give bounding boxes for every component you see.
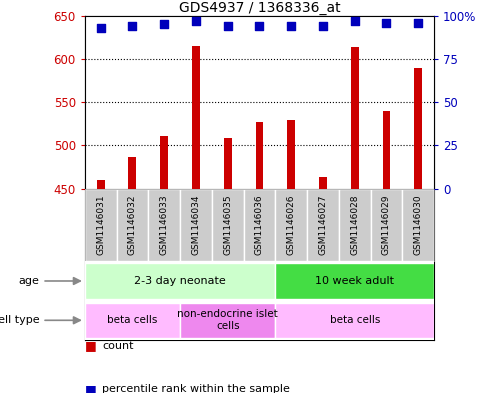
Text: 10 week adult: 10 week adult xyxy=(315,276,394,286)
Bar xyxy=(212,189,244,261)
Point xyxy=(255,23,263,29)
Text: GSM1146036: GSM1146036 xyxy=(255,195,264,255)
Bar xyxy=(129,157,136,189)
Text: ■: ■ xyxy=(85,382,97,393)
Bar xyxy=(402,189,434,261)
Text: 2-3 day neonate: 2-3 day neonate xyxy=(134,276,226,286)
Bar xyxy=(255,122,263,189)
Text: GSM1146028: GSM1146028 xyxy=(350,195,359,255)
Bar xyxy=(97,180,105,189)
Point xyxy=(319,23,327,29)
Bar xyxy=(180,189,212,261)
Point xyxy=(97,25,105,31)
Point xyxy=(383,20,391,26)
Point xyxy=(414,20,422,26)
Bar xyxy=(275,263,434,299)
Bar xyxy=(371,189,402,261)
Bar xyxy=(148,189,180,261)
Text: GSM1146031: GSM1146031 xyxy=(96,195,105,255)
Text: cell type: cell type xyxy=(0,315,80,325)
Point xyxy=(224,23,232,29)
Bar xyxy=(85,303,180,338)
Text: GSM1146033: GSM1146033 xyxy=(160,195,169,255)
Point xyxy=(160,21,168,28)
Point xyxy=(192,18,200,24)
Bar xyxy=(319,177,327,189)
Text: GSM1146030: GSM1146030 xyxy=(414,195,423,255)
Bar xyxy=(414,68,422,189)
Text: GSM1146034: GSM1146034 xyxy=(192,195,201,255)
Text: GSM1146032: GSM1146032 xyxy=(128,195,137,255)
Text: GSM1146029: GSM1146029 xyxy=(382,195,391,255)
Text: age: age xyxy=(18,276,80,286)
Bar xyxy=(275,303,434,338)
Text: GSM1146027: GSM1146027 xyxy=(318,195,327,255)
Bar xyxy=(160,136,168,189)
Text: count: count xyxy=(102,341,134,351)
Bar xyxy=(383,111,390,189)
Bar xyxy=(275,189,307,261)
Bar xyxy=(85,189,117,261)
Bar xyxy=(224,138,232,189)
Text: beta cells: beta cells xyxy=(329,315,380,325)
Text: beta cells: beta cells xyxy=(107,315,158,325)
Bar xyxy=(287,120,295,189)
Bar xyxy=(192,46,200,189)
Text: percentile rank within the sample: percentile rank within the sample xyxy=(102,384,290,393)
Text: ■: ■ xyxy=(85,339,97,353)
Bar xyxy=(117,189,148,261)
Point xyxy=(128,23,136,29)
Text: GSM1146035: GSM1146035 xyxy=(223,195,232,255)
Point xyxy=(287,23,295,29)
Bar xyxy=(180,303,275,338)
Text: GSM1146026: GSM1146026 xyxy=(287,195,296,255)
Title: GDS4937 / 1368336_at: GDS4937 / 1368336_at xyxy=(179,1,340,15)
Bar xyxy=(244,189,275,261)
Bar xyxy=(351,47,359,189)
Bar xyxy=(85,263,275,299)
Text: non-endocrine islet
cells: non-endocrine islet cells xyxy=(177,310,278,331)
Bar xyxy=(307,189,339,261)
Bar xyxy=(339,189,371,261)
Point xyxy=(351,18,359,24)
